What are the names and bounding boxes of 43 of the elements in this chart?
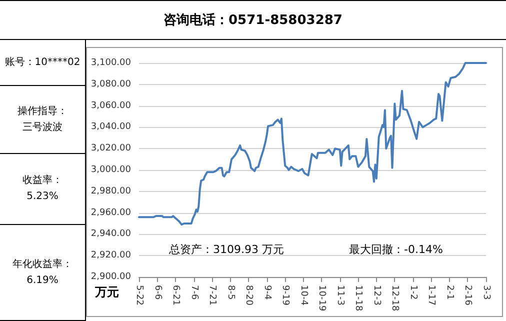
y-tick-label: 2,940.00 [90,229,132,240]
text: 6.19% [26,274,60,288]
x-tick-label: 2-16 [462,285,473,306]
x-tick-label: 12-18 [390,285,400,312]
x-tick-label: 12-3 [371,285,382,306]
text: 账号：10****02 [4,56,80,70]
y-tick-label: 3,080.00 [90,79,132,90]
x-tick-label: 6-6 [152,285,162,300]
x-tick-label: 2-1 [444,285,454,300]
y-tick-label: 3,100.00 [90,58,132,68]
x-tick-label: 9-4 [262,285,272,300]
x-tick-label: 8-5 [225,285,236,300]
text: 操作指导： [18,104,68,118]
y-tick-label: 2,900.00 [90,272,132,282]
x-tick-label: 7-21 [207,285,218,306]
annotation: 最大回撤：-0.14% [349,243,443,256]
y-tick-label: 2,960.00 [90,208,132,218]
x-tick-label: 8-20 [244,285,254,306]
y-tick-label: 3,060.00 [90,100,132,111]
chart-title: 咨询电话：0571-85803287 [0,0,506,40]
text: 年化收益率： [12,258,72,272]
y-tick-label: 3,040.00 [90,122,132,132]
y-tick-label: 2,920.00 [90,250,132,261]
x-tick-label: 11-3 [334,285,345,306]
annotation: 总资产：3109.93 万元 [168,243,284,256]
line-series [138,62,487,226]
text: 5.23% [26,190,60,204]
x-tick-label: 9-19 [280,285,290,306]
x-tick-label: 7-6 [188,285,199,300]
x-tick-label: 11-18 [353,285,364,312]
x-tick-label: 1-2 [408,285,418,300]
text: 三号波波 [22,120,64,134]
y-tick-label: 3,000.00 [90,165,132,175]
x-tick-label: 10-19 [316,285,327,312]
x-tick-label: 10-4 [298,285,308,306]
x-tick-label: 1-17 [426,285,436,306]
x-tick-label: 5-22 [134,285,144,306]
text: 收益率： [22,174,62,188]
y-tick-label: 3,020.00 [90,144,132,154]
x-tick-label: 6-21 [170,285,181,306]
y-axis-title: 万元 [94,285,119,299]
y-tick-label: 2,980.00 [90,186,132,196]
x-tick-label: 3-3 [481,285,491,300]
